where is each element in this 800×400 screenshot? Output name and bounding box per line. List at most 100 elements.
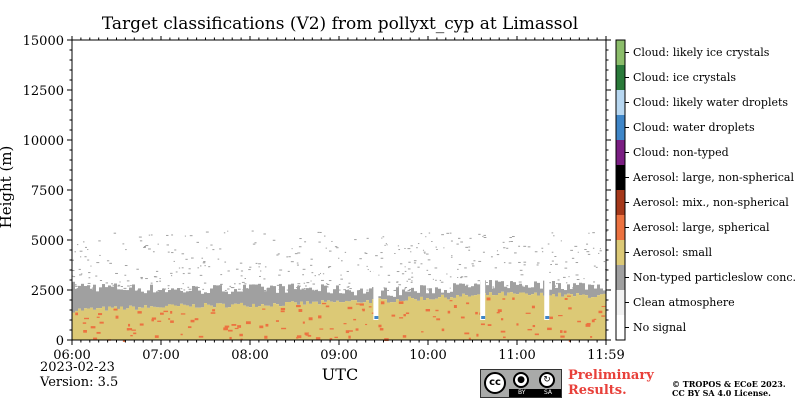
- nontyped-speckle: [120, 286, 123, 288]
- nontyped-speckle: [272, 239, 276, 241]
- aerosol-large-patch: [212, 309, 216, 312]
- nontyped-speckle: [408, 261, 411, 263]
- nontyped-speckle: [449, 276, 452, 278]
- nontyped-speckle: [76, 287, 78, 289]
- nontyped-layer-column: [114, 283, 117, 307]
- aerosol-large-patch: [90, 326, 96, 329]
- preliminary-notice: Preliminary Results.: [568, 368, 654, 398]
- nontyped-speckle: [367, 269, 369, 271]
- nontyped-layer-column: [519, 283, 522, 293]
- nontyped-speckle: [398, 249, 401, 251]
- nontyped-speckle: [311, 272, 314, 274]
- aerosol-small-column: [402, 300, 405, 340]
- nontyped-speckle: [344, 251, 347, 253]
- aerosol-small-column: [537, 295, 540, 340]
- nontyped-layer-column: [246, 288, 249, 307]
- nontyped-speckle: [181, 267, 184, 269]
- aerosol-small-column: [234, 303, 237, 340]
- aerosol-small-column: [267, 305, 270, 340]
- aerosol-small-column: [87, 308, 90, 340]
- nontyped-layer-column: [474, 283, 477, 296]
- aerosol-small-column: [168, 304, 171, 340]
- nontyped-speckle: [319, 231, 322, 233]
- colorbar-segment: [616, 165, 625, 190]
- nontyped-speckle: [407, 248, 411, 250]
- nontyped-speckle: [556, 283, 558, 285]
- aerosol-small-column: [600, 294, 603, 340]
- nontyped-layer-column: [231, 291, 234, 305]
- nontyped-speckle: [474, 287, 478, 289]
- aerosol-small-column: [177, 306, 180, 340]
- legend-label: No signal: [633, 320, 687, 334]
- aerosol-small-column: [219, 303, 222, 340]
- aerosol-small-column: [384, 299, 387, 340]
- aerosol-small-column: [492, 295, 495, 340]
- nontyped-speckle: [464, 267, 467, 269]
- nontyped-speckle: [318, 274, 320, 276]
- aerosol-large-patch: [568, 307, 572, 310]
- aerosol-small-column: [84, 308, 87, 340]
- nontyped-speckle: [519, 269, 523, 271]
- nontyped-speckle: [88, 285, 91, 287]
- nontyped-speckle: [587, 253, 591, 255]
- aerosol-small-column: [552, 294, 555, 340]
- nontyped-speckle: [536, 289, 539, 291]
- nontyped-layer-column: [330, 293, 333, 302]
- nontyped-speckle: [310, 280, 312, 282]
- nontyped-speckle: [521, 285, 524, 287]
- aerosol-large-patch: [567, 295, 571, 297]
- cc-license-badge[interactable]: cc ● ↻ BY SA: [480, 369, 562, 398]
- nontyped-speckle: [553, 235, 555, 237]
- nontyped-speckle: [82, 241, 85, 243]
- aerosol-large-patch: [154, 335, 159, 338]
- aerosol-small-column: [519, 292, 522, 340]
- nontyped-speckle: [340, 278, 343, 280]
- nontyped-speckle: [551, 232, 554, 234]
- nontyped-speckle: [574, 289, 576, 291]
- cloud-gap: [480, 270, 486, 320]
- nontyped-speckle: [599, 248, 601, 250]
- nontyped-layer-column: [501, 281, 504, 292]
- nontyped-layer-column: [438, 288, 441, 298]
- nontyped-speckle: [115, 272, 118, 274]
- nontyped-speckle: [572, 287, 576, 289]
- legend-label: Cloud: non-typed: [633, 145, 729, 159]
- nontyped-speckle: [150, 234, 153, 236]
- nontyped-speckle: [72, 270, 75, 272]
- nontyped-speckle: [523, 245, 527, 247]
- nontyped-speckle: [297, 285, 300, 287]
- nontyped-speckle: [167, 251, 170, 253]
- nontyped-speckle: [184, 235, 187, 237]
- nontyped-speckle: [72, 275, 74, 277]
- nontyped-speckle: [122, 243, 125, 245]
- nontyped-speckle: [432, 278, 434, 280]
- aerosol-small-column: [396, 299, 399, 340]
- nontyped-speckle: [541, 251, 544, 253]
- aerosol-large-patch: [558, 314, 563, 317]
- cloud-gap: [373, 270, 379, 320]
- nontyped-layer-column: [285, 292, 288, 303]
- aerosol-large-patch: [128, 323, 131, 327]
- nontyped-speckle: [322, 273, 325, 275]
- colorbar-segment: [616, 315, 625, 340]
- nontyped-speckle: [212, 289, 215, 291]
- nontyped-layer-column: [162, 289, 165, 308]
- nontyped-layer-column: [225, 291, 228, 308]
- nontyped-speckle: [571, 257, 575, 259]
- nontyped-speckle: [503, 247, 506, 249]
- nontyped-layer-column: [528, 287, 531, 296]
- aerosol-small-column: [318, 304, 321, 340]
- nontyped-speckle: [227, 288, 230, 290]
- nontyped-speckle: [404, 247, 406, 249]
- nontyped-speckle: [316, 289, 318, 291]
- aerosol-small-column: [528, 295, 531, 340]
- aerosol-large-patch: [402, 335, 407, 338]
- nontyped-layer-column: [96, 291, 99, 309]
- nontyped-layer-column: [240, 291, 243, 303]
- y-tick-label: 10000: [23, 134, 64, 149]
- nontyped-speckle: [286, 289, 290, 291]
- nontyped-speckle: [276, 254, 279, 256]
- nontyped-speckle: [474, 283, 478, 285]
- nontyped-speckle: [326, 283, 328, 285]
- aerosol-small-column: [291, 301, 294, 340]
